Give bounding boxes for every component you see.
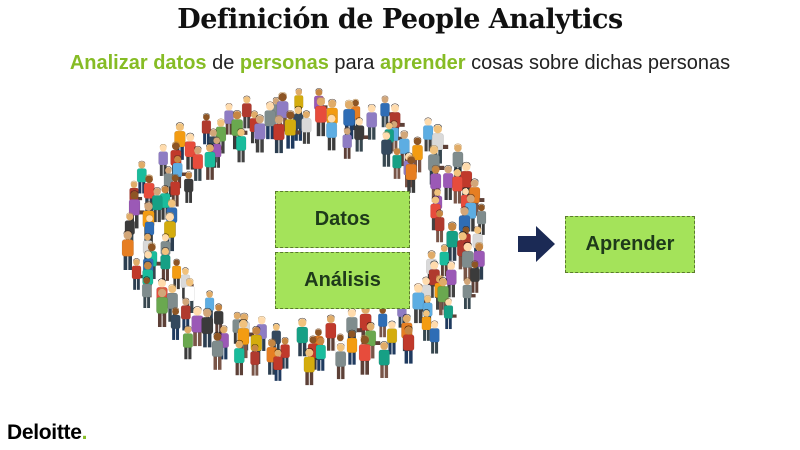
crowd-person: [452, 168, 463, 204]
crowd-person: [235, 128, 247, 163]
crowd-person: [254, 114, 266, 153]
crowd-person: [141, 276, 152, 309]
subtitle-de: de: [206, 52, 240, 74]
crowd-person: [445, 261, 457, 298]
crowd-person: [303, 347, 315, 386]
crowd-person: [326, 113, 338, 151]
crowd-person: [335, 343, 347, 380]
crowd-person: [192, 145, 204, 181]
crowd-person: [273, 348, 283, 381]
crowd-person: [358, 334, 371, 375]
crowd-person: [421, 309, 432, 341]
crowd-person: [422, 117, 434, 152]
crowd-person: [301, 110, 312, 144]
crowd-person: [144, 214, 155, 246]
crowd-person: [462, 277, 476, 310]
crowd-person: [233, 339, 245, 376]
slide-title: Definición de People Analytics: [177, 4, 623, 35]
crowd-person: [381, 131, 392, 167]
crowd-person: [224, 103, 234, 135]
logo-text: Deloitte: [7, 421, 82, 444]
crowd-person: [354, 117, 369, 152]
crowd-person: [172, 258, 182, 290]
crowd-person: [386, 320, 398, 355]
subtitle-personas: personas: [239, 52, 329, 74]
crowd-person: [405, 155, 417, 193]
crowd-person: [264, 101, 276, 140]
crowd-person: [346, 329, 358, 365]
crowd-person: [250, 344, 260, 376]
crowd-person: [314, 96, 327, 137]
crowd-person: [392, 147, 402, 179]
logo-dot: .: [81, 421, 88, 444]
crowd-person: [170, 307, 181, 340]
crowd-person: [429, 320, 440, 354]
crowd-person: [470, 260, 480, 293]
crowd-person: [273, 115, 285, 154]
crowd-person: [434, 209, 445, 243]
crowd-person: [315, 336, 326, 371]
crowd-person: [213, 303, 224, 336]
crowd-person: [402, 325, 415, 364]
crowd-person: [431, 124, 449, 164]
deloitte-logo: Deloitte.: [7, 421, 87, 445]
subtitle-rest: cosas sobre dichas personas: [465, 52, 731, 74]
crowd-person: [461, 241, 474, 282]
crowd-person: [182, 325, 194, 360]
crowd-person: [151, 187, 163, 223]
crowd-person: [180, 297, 191, 331]
crowd-person: [366, 103, 378, 140]
crowd-person: [158, 144, 169, 176]
subtitle-para: para: [328, 52, 380, 74]
subtitle-analizar-datos: Analizar datos: [69, 52, 207, 74]
aprender-box: Aprender: [565, 216, 695, 273]
crowd-person: [296, 317, 309, 357]
crowd-person: [241, 95, 252, 129]
crowd-person: [184, 132, 196, 170]
datos-box: Datos: [275, 191, 410, 248]
crowd-person: [439, 244, 450, 277]
right-arrow-icon: [518, 226, 555, 262]
slide-subtitle: Analizar datos de personas para aprender…: [0, 52, 800, 75]
crowd-person: [443, 298, 457, 330]
crowd-person: [342, 127, 352, 159]
crowd-person: [284, 110, 301, 149]
subtitle-aprender: aprender: [379, 52, 466, 74]
crowd-person: [121, 230, 134, 270]
crowd-person: [325, 314, 337, 351]
crowd-person: [201, 113, 212, 145]
analisis-box: Análisis: [275, 252, 410, 309]
crowd-person: [201, 307, 214, 348]
crowd-person: [280, 337, 290, 369]
crowd-person: [378, 306, 388, 338]
crowd-person: [211, 331, 224, 370]
crowd-person: [156, 287, 169, 328]
crowd-person: [160, 247, 171, 281]
crowd-person: [183, 171, 194, 203]
crowd-person: [442, 165, 454, 200]
crowd-person: [446, 221, 459, 261]
crowd-person: [191, 306, 204, 347]
crowd-person: [204, 143, 216, 180]
crowd-person: [378, 341, 390, 378]
crowd-person: [412, 283, 425, 324]
crowd-person: [343, 99, 356, 140]
